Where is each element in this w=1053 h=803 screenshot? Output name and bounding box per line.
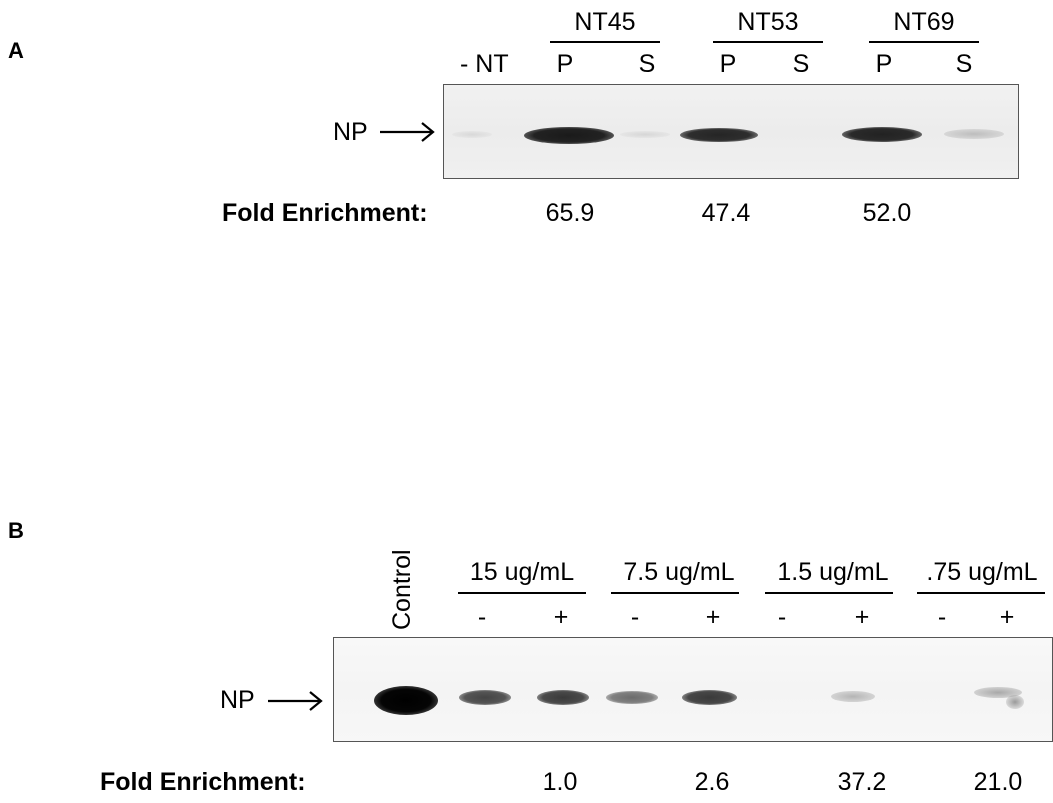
band: [620, 131, 670, 138]
lane-label-plus: +: [705, 603, 721, 631]
fold-enrichment-label: Fold Enrichment:: [222, 199, 428, 227]
gel-blot-a: [443, 84, 1019, 179]
fold-value: 2.6: [694, 768, 730, 796]
panel-a-letter: A: [8, 38, 24, 63]
band: [1006, 695, 1024, 709]
band: [459, 690, 511, 705]
group-underline: [917, 592, 1045, 594]
band: [452, 131, 492, 138]
lane-label-s: S: [792, 50, 810, 78]
lane-label-p: P: [556, 50, 574, 78]
fold-value: 65.9: [545, 199, 595, 227]
group-underline-nt53: [713, 41, 823, 43]
lane-label-minus: -: [937, 603, 947, 631]
fold-enrichment-label: Fold Enrichment:: [100, 768, 306, 796]
group-underline-nt45: [550, 41, 660, 43]
group-label-15: 15 ug/mL: [469, 558, 575, 586]
band: [974, 687, 1022, 698]
group-label-0-75: .75 ug/mL: [926, 558, 1038, 586]
group-label-nt69: NT69: [893, 8, 955, 36]
group-underline: [765, 592, 893, 594]
lane-label-plus: +: [553, 603, 569, 631]
lane-label-p: P: [875, 50, 893, 78]
lane-label-plus: +: [854, 603, 870, 631]
fold-value: 1.0: [542, 768, 578, 796]
band: [680, 128, 758, 142]
group-label-nt53: NT53: [737, 8, 799, 36]
control-label: Control: [388, 549, 416, 630]
lane-label-p: P: [719, 50, 737, 78]
lane-label-plus: +: [999, 603, 1015, 631]
band: [682, 690, 737, 705]
band-label-np: NP: [220, 686, 255, 714]
lane-label-neg-nt: - NT: [460, 50, 509, 78]
arrow-right-icon: [380, 121, 436, 143]
lane-label-s: S: [955, 50, 973, 78]
lane-label-s: S: [638, 50, 656, 78]
band: [374, 686, 438, 715]
band: [831, 691, 875, 702]
band-label-np: NP: [333, 118, 368, 146]
gel-blot-b: [333, 637, 1053, 742]
group-underline: [458, 592, 586, 594]
band: [524, 127, 614, 144]
fold-value: 37.2: [837, 768, 887, 796]
band: [606, 691, 658, 704]
group-label-nt45: NT45: [574, 8, 636, 36]
band: [944, 129, 1004, 139]
group-label-7-5: 7.5 ug/mL: [623, 558, 735, 586]
band: [842, 127, 922, 142]
lane-label-minus: -: [477, 603, 487, 631]
fold-value: 21.0: [973, 768, 1023, 796]
lane-label-minus: -: [777, 603, 787, 631]
fold-value: 52.0: [862, 199, 912, 227]
fold-value: 47.4: [701, 199, 751, 227]
panel-b-letter: B: [8, 518, 24, 543]
lane-label-minus: -: [630, 603, 640, 631]
group-label-1-5: 1.5 ug/mL: [777, 558, 889, 586]
group-underline: [611, 592, 739, 594]
arrow-right-icon: [268, 690, 324, 712]
group-underline-nt69: [869, 41, 979, 43]
band: [537, 690, 589, 705]
